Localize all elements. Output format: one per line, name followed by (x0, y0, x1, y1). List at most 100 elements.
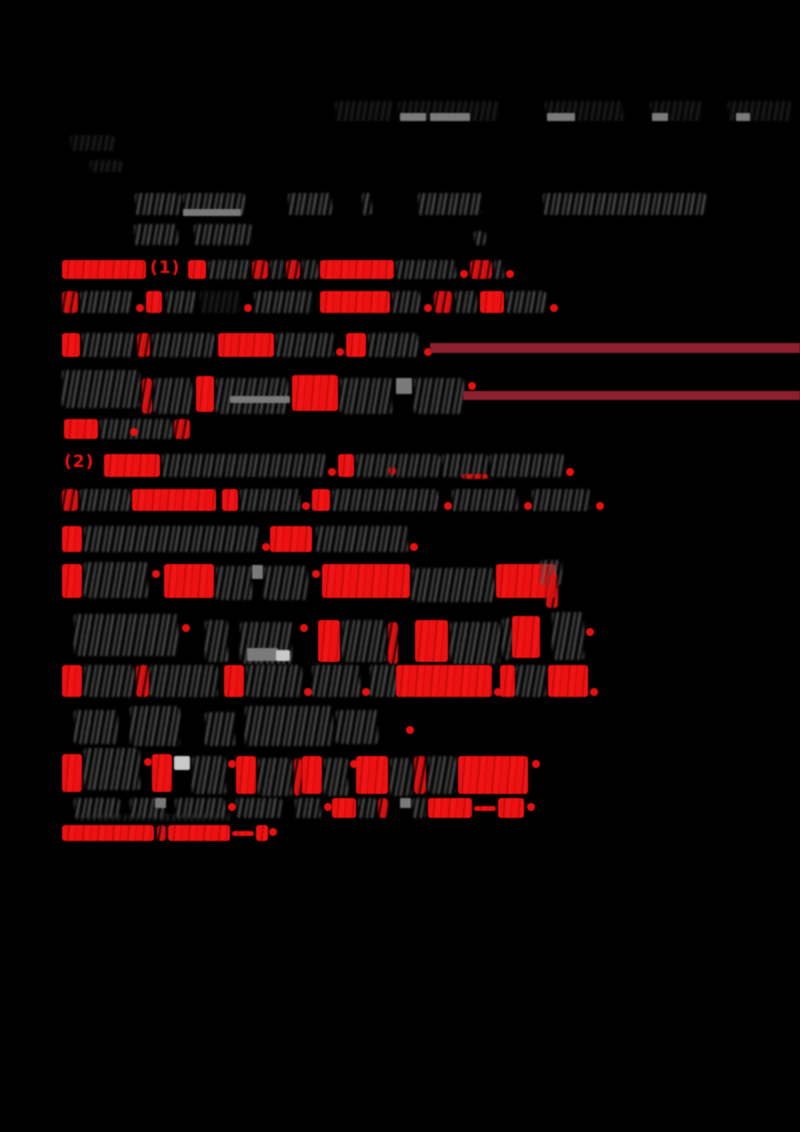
red-pen-stroke (462, 474, 488, 479)
handwriting-smudge (335, 101, 393, 121)
red-pen-dot (300, 624, 308, 632)
red-pen-stroke (286, 260, 300, 279)
red-annotation-stroke (292, 375, 338, 411)
highlight-mark (400, 113, 426, 121)
handwriting-stroke (84, 562, 148, 598)
handwriting-stroke (295, 798, 321, 818)
red-pen-dot (136, 304, 144, 312)
red-annotation-stroke (64, 419, 98, 439)
red-pen-dot (424, 304, 432, 312)
handwriting-stroke (502, 618, 512, 660)
red-annotation-stroke (62, 260, 146, 279)
white-patch (276, 650, 290, 661)
handwriting-stroke (452, 489, 518, 511)
red-annotation-stroke (320, 291, 390, 313)
handwriting-stroke (74, 710, 118, 744)
red-annotation-stroke (196, 376, 214, 412)
red-annotation-stroke (62, 825, 154, 841)
handwriting-stroke (396, 260, 456, 279)
handwriting-stroke (370, 665, 396, 697)
red-annotation-stroke (270, 526, 312, 552)
red-pen-dot (269, 828, 277, 836)
handwriting-smudge (70, 135, 114, 151)
red-pen-dot (410, 543, 418, 551)
red-pen-dot (550, 304, 558, 312)
handwriting-stroke (246, 665, 302, 697)
red-pen-dot (182, 624, 190, 632)
handwriting-stroke (356, 454, 440, 477)
handwriting-stroke (418, 193, 482, 215)
red-annotation-stroke (498, 798, 524, 818)
red-annotation-stroke (256, 825, 268, 841)
red-pen-stroke (388, 622, 398, 664)
handwriting-stroke (258, 758, 292, 796)
red-pen-stroke (470, 260, 492, 279)
handwriting-stroke (552, 612, 584, 660)
handwriting-stroke (332, 489, 438, 511)
handwriting-stroke (532, 489, 590, 511)
red-pen-stroke (294, 758, 302, 796)
red-pen-stroke (174, 419, 190, 439)
red-underline-band (463, 391, 800, 400)
red-pen-stroke (434, 291, 452, 313)
red-annotation-stroke (312, 489, 330, 511)
red-annotation-stroke (62, 526, 82, 552)
handwriting-stroke (194, 224, 252, 245)
white-patch (174, 756, 190, 770)
handwriting-stroke (414, 378, 464, 414)
red-pen-dot (262, 543, 270, 551)
red-annotation-stroke (302, 756, 322, 794)
handwriting-stroke (240, 489, 300, 511)
red-annotation-stroke (396, 665, 492, 697)
red-annotation-stroke (222, 489, 238, 511)
red-pen-stroke (62, 489, 78, 511)
handwriting-stroke (150, 665, 218, 697)
red-annotation-stroke (512, 616, 540, 658)
readable-marker-text: (1) (150, 258, 181, 278)
handwriting-stroke (362, 193, 372, 215)
red-pen-stroke (378, 798, 388, 818)
handwriting-stroke (175, 798, 225, 818)
red-pen-stroke (546, 574, 558, 608)
handwriting-stroke (80, 291, 132, 313)
handwriting-stroke (162, 454, 326, 477)
red-annotation-stroke (458, 756, 528, 794)
red-pen-stroke (137, 333, 150, 357)
red-pen-dot (596, 502, 604, 510)
handwriting-stroke (494, 260, 504, 279)
handwriting-stroke (368, 333, 418, 357)
red-annotation-stroke (218, 333, 274, 357)
red-annotation-stroke (320, 260, 394, 279)
handwriting-stroke (412, 798, 426, 818)
red-pen-dot (424, 348, 432, 356)
highlight-mark (252, 565, 263, 579)
highlight-mark (736, 113, 750, 121)
red-pen-dot (350, 760, 358, 768)
red-pen-dot (336, 348, 344, 356)
red-pen-dot (590, 688, 598, 696)
handwriting-stroke (74, 614, 178, 656)
handwriting-stroke (358, 798, 376, 818)
handwriting-stroke (134, 224, 178, 245)
red-pen-dot (494, 688, 502, 696)
handwriting-stroke (208, 260, 250, 279)
red-pen-dot (406, 726, 414, 734)
handwriting-stroke (450, 622, 500, 664)
highlight-mark (400, 798, 411, 808)
handwriting-stroke (474, 231, 486, 245)
red-pen-stroke (157, 825, 166, 841)
handwriting-stroke (340, 378, 392, 414)
handwriting-stroke (62, 370, 140, 408)
red-pen-dot (130, 428, 138, 436)
handwriting-stroke (154, 378, 192, 414)
handwriting-stroke (84, 665, 134, 697)
red-annotation-stroke (346, 333, 366, 357)
handwriting-stroke (192, 756, 226, 794)
highlight-mark (230, 396, 290, 403)
red-annotation-stroke (224, 665, 244, 697)
red-annotation-stroke (480, 291, 504, 313)
handwriting-stroke (236, 798, 282, 818)
red-pen-dot (328, 468, 336, 476)
handwriting-stroke (455, 291, 477, 313)
